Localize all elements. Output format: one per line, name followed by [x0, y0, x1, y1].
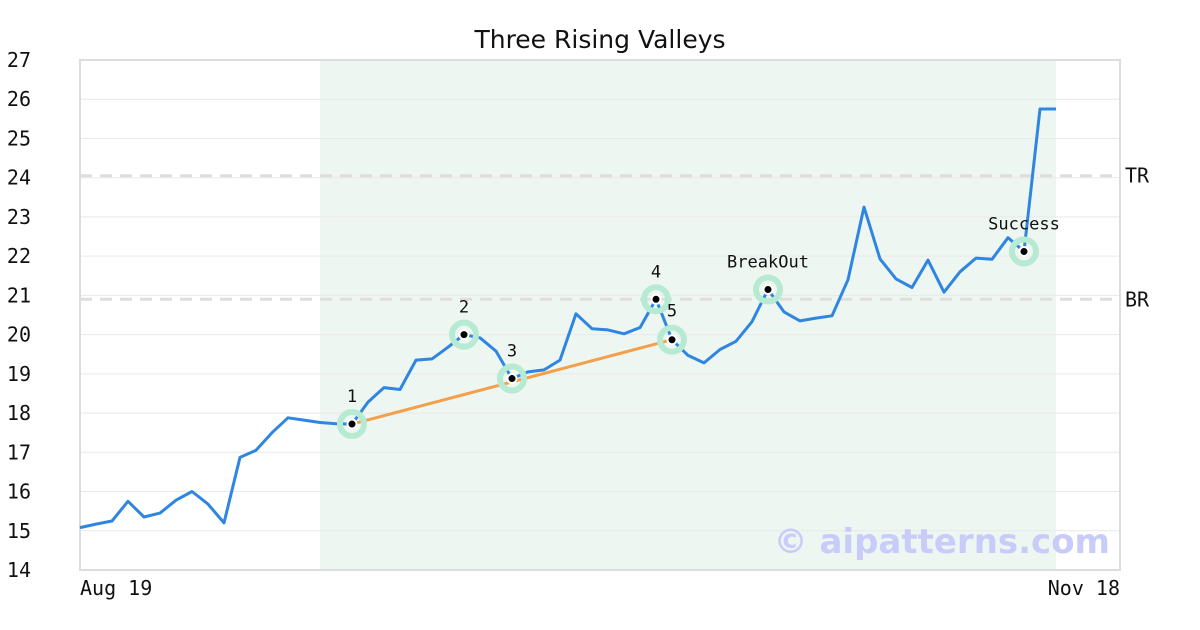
y-tick-label: 25: [7, 126, 31, 150]
marker-halo: [657, 324, 687, 355]
y-tick-label: 16: [7, 480, 31, 504]
y-tick-label: 17: [7, 440, 31, 464]
marker-point: [666, 334, 678, 346]
y-tick-label: 14: [7, 558, 31, 582]
y-tick-label: 19: [7, 362, 31, 386]
marker-halo: [641, 284, 671, 315]
pattern-highlight: [320, 60, 1056, 570]
annotation-label: 1: [347, 387, 357, 407]
annotation-label: 4: [651, 262, 661, 282]
plot-frame: [79, 59, 1121, 571]
annotation-label: Success: [988, 214, 1060, 234]
y-tick-label: 26: [7, 87, 31, 111]
marker-point: [346, 418, 358, 430]
annotation-label: 3: [507, 342, 517, 362]
marker-point: [1018, 245, 1030, 257]
marker-point: [762, 284, 774, 295]
marker-point: [458, 329, 470, 341]
y-tick-label: 21: [7, 283, 31, 307]
annotation-label: 2: [459, 298, 469, 318]
marker-halo: [753, 274, 783, 305]
y-tick-label: 22: [7, 244, 31, 268]
x-tick-label-end: Nov 18: [1048, 576, 1120, 600]
level-label-br: BR: [1125, 287, 1150, 311]
y-tick-label: 23: [7, 205, 31, 229]
y-tick-label: 18: [7, 401, 31, 425]
marker-point: [506, 373, 518, 385]
annotation-label: BreakOut: [727, 253, 809, 273]
level-label-tr: TR: [1125, 164, 1150, 188]
annotation-label: 5: [667, 302, 677, 322]
price-line: [79, 107, 1056, 530]
marker-halo: [1009, 236, 1039, 267]
marker-halo: [449, 319, 479, 350]
y-tick-label: 27: [7, 48, 31, 72]
marker-point: [650, 293, 662, 305]
chart-title: Three Rising Valleys: [473, 25, 725, 54]
y-tick-label: 15: [7, 519, 31, 543]
y-tick-label: 24: [7, 166, 31, 190]
marker-halo: [337, 409, 367, 440]
watermark: © aipatterns.com: [774, 522, 1110, 562]
y-tick-label: 20: [7, 323, 31, 347]
marker-halo: [497, 363, 527, 394]
x-tick-label-start: Aug 19: [80, 576, 152, 600]
